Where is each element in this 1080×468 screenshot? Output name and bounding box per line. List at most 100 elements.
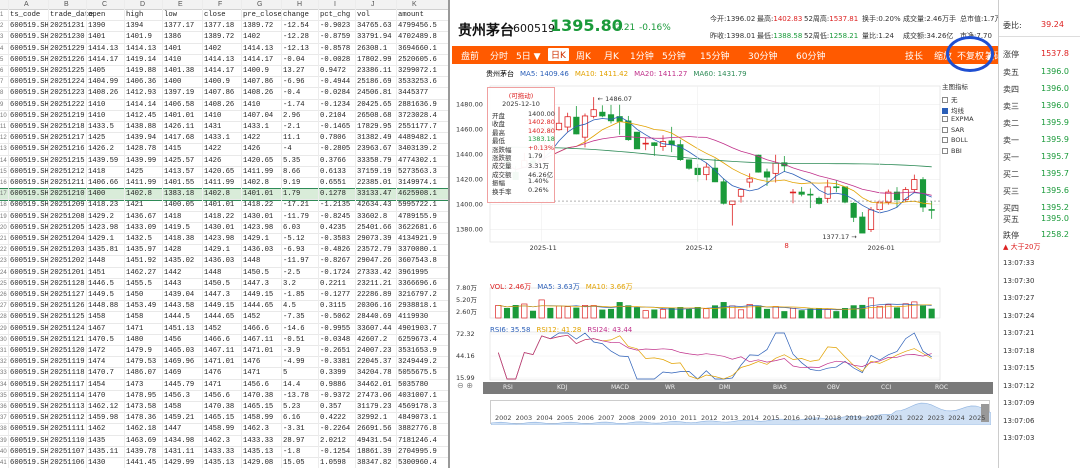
toolbar-tab[interactable]: 60分钟 [796, 52, 826, 62]
table-cell[interactable]: 2551177.7 [398, 123, 437, 131]
candle[interactable] [737, 189, 745, 197]
table-cell[interactable]: 1426 [204, 156, 222, 165]
table-cell[interactable]: 1430.01 [204, 223, 235, 232]
table-cell[interactable]: -1.8 [283, 447, 301, 456]
table-cell[interactable]: 1401.9 [126, 33, 152, 42]
year-label[interactable]: 2022 [907, 414, 924, 422]
table-cell[interactable]: 1449.5 [88, 291, 114, 299]
table-row[interactable]: 30 600519.SH 20251121 1470.5 1480 1456 1466.6 1… [0, 335, 448, 346]
table-cell[interactable]: -0.2651 [320, 347, 351, 355]
table-cell[interactable]: 1414.17 [243, 55, 274, 64]
table-cell[interactable]: 1473 [126, 380, 144, 389]
table-cell[interactable]: 1448.88 [88, 302, 119, 311]
candle[interactable] [651, 142, 658, 146]
table-cell[interactable]: close [204, 11, 226, 19]
table-cell[interactable]: 23211.21 [357, 279, 392, 288]
table-cell[interactable]: 27473.06 [357, 391, 392, 400]
table-cell[interactable]: 2520605.6 [398, 55, 437, 64]
table-cell[interactable]: 20251218 [50, 123, 85, 131]
table-cell[interactable]: 1422 [243, 134, 261, 143]
table-cell[interactable]: 28.97 [283, 436, 305, 445]
candle[interactable] [685, 159, 693, 169]
table-cell[interactable]: 1407.04 [243, 111, 274, 120]
table-cell[interactable]: 600519.SH [10, 436, 49, 445]
year-label[interactable]: 2011 [680, 414, 697, 422]
indicator-option[interactable]: BBI [942, 147, 998, 158]
table-cell[interactable]: -0.1465 [320, 123, 351, 131]
toolbar-tab[interactable]: 30分钟 [748, 52, 778, 62]
candle[interactable] [850, 202, 857, 218]
table-cell[interactable]: 1452 [204, 324, 222, 333]
table-row[interactable]: 2 600519.SH 20251231 1390 1394 1377.17 1377.18… [0, 21, 448, 33]
table-cell[interactable]: 1412.45 [126, 111, 157, 120]
table-cell[interactable]: 3882776.8 [398, 425, 437, 434]
table-cell[interactable]: 1406.36 [126, 78, 157, 87]
table-cell[interactable]: 26308.1 [357, 44, 388, 53]
table-cell[interactable]: 1447.3 [204, 291, 230, 299]
table-cell[interactable]: -11.97 [283, 257, 309, 266]
table-cell[interactable]: 600519.SH [10, 257, 49, 266]
table-cell[interactable]: 600519.SH [10, 111, 49, 120]
table-cell[interactable]: 1452 [243, 313, 261, 322]
table-cell[interactable]: -2.5 [283, 268, 301, 277]
candle[interactable] [642, 142, 649, 145]
year-label[interactable]: 2008 [618, 414, 636, 422]
table-cell[interactable]: 1407.86 [243, 78, 274, 87]
table-cell[interactable]: 1467.11 [204, 347, 235, 355]
table-cell[interactable]: 33602.8 [357, 212, 388, 221]
table-cell[interactable]: 1404.99 [88, 78, 119, 87]
table-cell[interactable]: 20251212 [50, 167, 85, 176]
table-cell[interactable]: 20251202 [50, 257, 85, 266]
table-cell[interactable]: 20251201 [50, 268, 85, 277]
table-cell[interactable]: 1466.6 [204, 335, 230, 344]
table-cell[interactable]: 20251110 [50, 436, 85, 445]
column-letter[interactable]: J [371, 1, 375, 8]
candle[interactable] [555, 122, 563, 131]
table-cell[interactable]: 20251216 [50, 145, 85, 154]
table-cell[interactable]: 1419.14 [126, 55, 157, 64]
table-cell[interactable]: 1465.15 [243, 403, 274, 411]
indicator-tab[interactable]: RSI [503, 384, 513, 391]
table-cell[interactable]: 1441.45 [126, 459, 157, 467]
table-cell[interactable]: 3.2 [283, 279, 296, 288]
table-cell[interactable]: -5.12 [283, 235, 305, 243]
table-cell[interactable]: -4.99 [283, 358, 305, 367]
table-row[interactable]: 5 600519.SH 20251226 1414.17 1419.14 1410 1414… [0, 55, 448, 66]
table-cell[interactable]: 20251119 [50, 358, 85, 367]
table-cell[interactable]: 600519.SH [10, 78, 49, 87]
table-cell[interactable]: -1.2135 [320, 201, 351, 210]
table-cell[interactable]: -0.5062 [320, 313, 351, 322]
table-cell[interactable]: -0.0028 [320, 55, 351, 64]
candle[interactable] [711, 167, 719, 183]
table-cell[interactable]: 600519.SH [10, 145, 49, 154]
table-cell[interactable]: 1478.95 [126, 391, 157, 400]
table-row[interactable]: 29 600519.SH 20251124 1467 1471 1451.13 1452 14… [0, 324, 448, 335]
table-cell[interactable]: 1467 [88, 324, 106, 333]
table-cell[interactable]: 5.35 [283, 156, 301, 165]
candle[interactable] [729, 200, 736, 205]
table-cell[interactable]: 4.5 [283, 302, 296, 311]
table-row[interactable]: 3 600519.SH 20251230 1401 1401.9 1386 1389.72 1… [0, 32, 448, 44]
table-cell[interactable]: 600519.SH [10, 167, 49, 176]
table-cell[interactable]: 5035780 [398, 380, 429, 389]
table-cell[interactable]: 1435.97 [126, 246, 157, 255]
table-cell[interactable]: 1428 [164, 246, 182, 255]
table-cell[interactable]: 1389.72 [204, 33, 235, 42]
table-cell[interactable]: amount [398, 11, 424, 19]
table-cell[interactable]: 600519.SH [10, 100, 49, 109]
table-cell[interactable]: 5273563.3 [398, 167, 437, 176]
table-row[interactable]: 39 600519.SH 20251110 1435 1463.69 1434.98 146… [0, 436, 448, 447]
table-cell[interactable]: 20251120 [50, 347, 85, 355]
toolbar-tab[interactable]: 周K [576, 52, 591, 62]
table-cell[interactable]: 18861.39 [357, 447, 392, 456]
table-row[interactable]: 12 600519.SH 20251217 1425 1439.94 1417.68 143… [0, 133, 448, 145]
table-cell[interactable]: 27333.42 [357, 268, 392, 277]
table-cell[interactable]: 1425.57 [164, 156, 195, 165]
year-label[interactable]: 2012 [701, 414, 718, 422]
table-cell[interactable]: 1412.93 [126, 89, 157, 98]
table-cell[interactable]: -0.0348 [320, 335, 351, 344]
table-cell[interactable]: 1400 [88, 190, 106, 199]
column-letter[interactable]: G [257, 1, 263, 8]
table-cell[interactable]: 6.03 [283, 223, 301, 232]
table-cell[interactable]: 1478.36 [126, 414, 157, 423]
